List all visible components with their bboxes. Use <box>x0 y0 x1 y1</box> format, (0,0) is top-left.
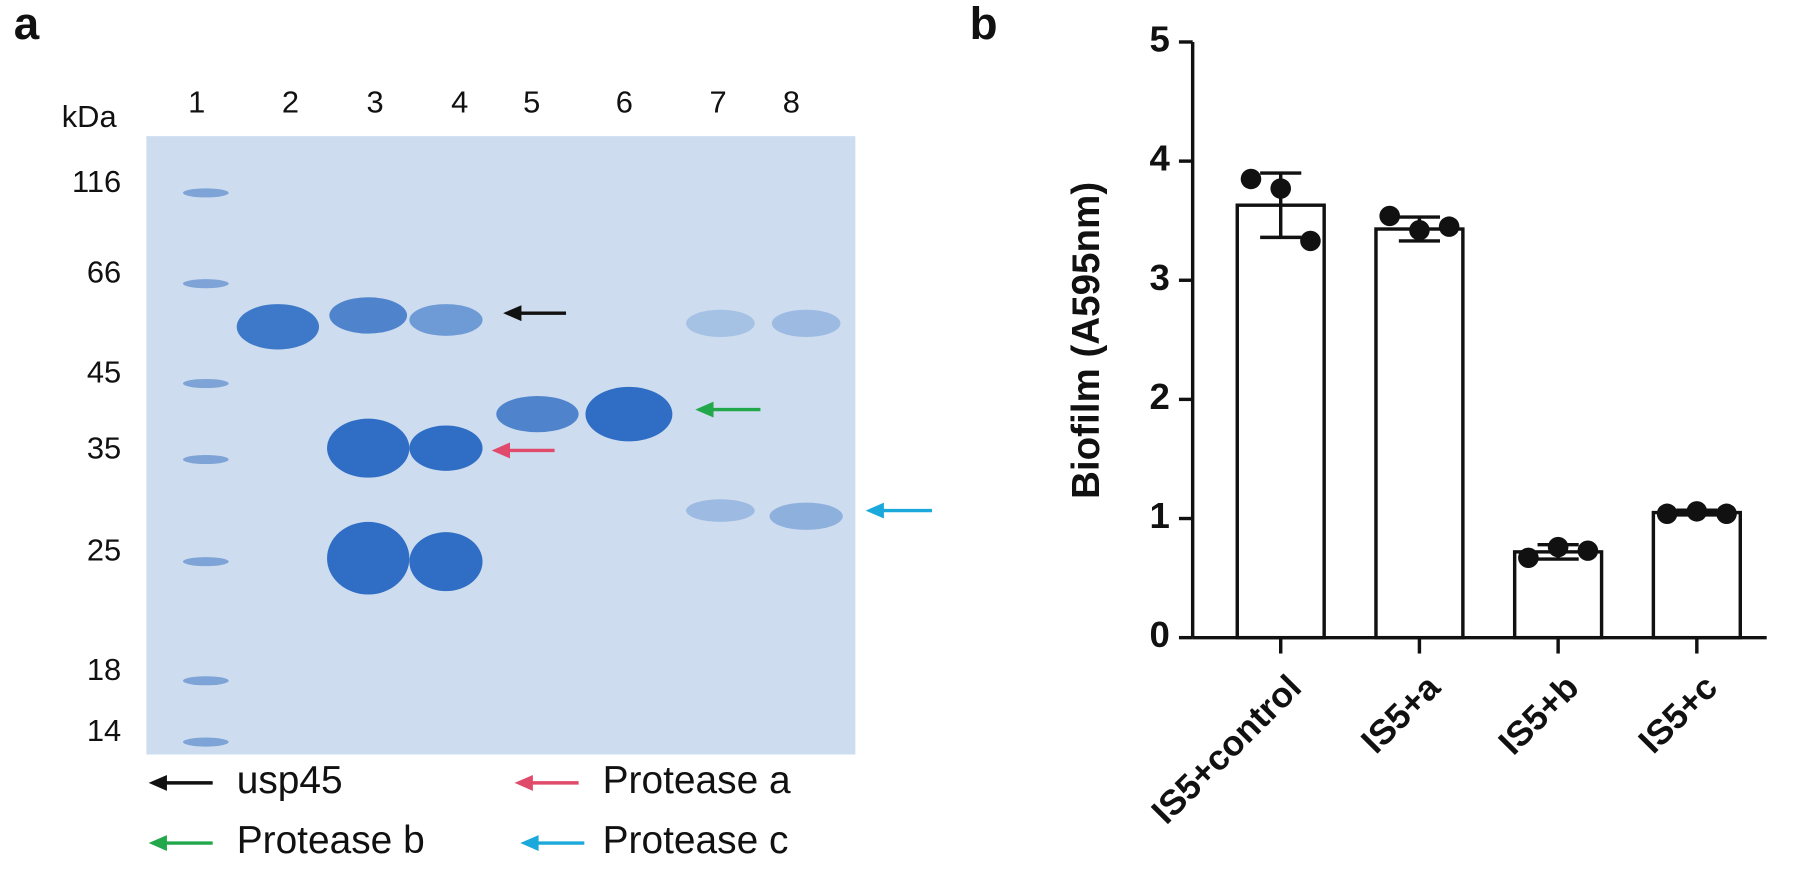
data-point <box>1379 205 1400 227</box>
arrow-head <box>148 835 167 851</box>
protein-band <box>409 425 483 471</box>
protein-band <box>769 502 843 530</box>
lane-label: 6 <box>616 85 633 120</box>
y-tick-label: 2 <box>1149 376 1169 417</box>
marker-label: 66 <box>87 255 121 290</box>
data-point <box>1547 536 1569 558</box>
y-tick-label: 3 <box>1149 257 1169 298</box>
ladder-band <box>182 279 229 289</box>
x-tick-label: IS5+b <box>1491 668 1586 762</box>
ladder-band <box>182 557 229 567</box>
kda-label: kDa <box>62 99 118 134</box>
lane-label: 4 <box>451 85 468 120</box>
protein-band <box>236 304 320 350</box>
legend-label: Protease c <box>603 819 789 862</box>
arrow-head <box>514 774 533 791</box>
data-point <box>1438 216 1460 237</box>
arrow-head <box>148 774 167 791</box>
panel-label: a <box>14 0 40 49</box>
data-point <box>1240 168 1262 190</box>
marker-label: 18 <box>87 652 121 687</box>
protein-band <box>771 309 841 337</box>
lane-label: 7 <box>710 85 727 120</box>
legend-label: Protease a <box>603 759 791 802</box>
legend-label: Protease b <box>237 819 425 862</box>
lane-label: 2 <box>282 85 299 120</box>
protein-band <box>409 304 483 336</box>
arrow-head <box>520 835 539 851</box>
lane-label: 1 <box>188 85 205 120</box>
marker-label: 116 <box>72 164 121 199</box>
y-tick-label: 1 <box>1149 495 1169 536</box>
protein-band <box>327 418 410 478</box>
marker-label: 45 <box>87 355 121 390</box>
ladder-band <box>182 378 229 389</box>
data-point <box>1577 540 1599 561</box>
data-point <box>1300 230 1321 252</box>
data-point <box>1270 178 1292 199</box>
gel <box>146 136 856 755</box>
x-tick-label: IS5+c <box>1631 668 1725 761</box>
x-tick-label: IS5+a <box>1354 668 1448 761</box>
protein-band <box>327 521 410 595</box>
ladder-band <box>182 676 229 686</box>
protein-band <box>409 532 483 592</box>
marker-label: 14 <box>87 713 121 748</box>
arrow-head <box>503 305 522 322</box>
ladder-band <box>182 454 229 465</box>
legend-label: usp45 <box>237 759 343 802</box>
protein-band <box>585 386 673 442</box>
y-tick-label: 0 <box>1149 614 1169 655</box>
lane-label: 3 <box>366 85 383 120</box>
arrow-head <box>865 502 884 519</box>
y-axis-label: Biofilm (A595nm) <box>1065 182 1108 499</box>
data-point <box>1656 503 1678 524</box>
y-tick-label: 5 <box>1149 19 1169 60</box>
y-tick-label: 4 <box>1149 138 1170 179</box>
lane-label: 5 <box>523 85 540 120</box>
lane-label: 8 <box>783 85 800 120</box>
ladder-band <box>182 188 229 198</box>
x-tick-label: IS5+control <box>1144 668 1309 832</box>
data-point <box>1518 547 1539 569</box>
arrow-head <box>695 401 714 418</box>
marker-label: 25 <box>87 533 121 568</box>
panel-label: b <box>970 0 998 49</box>
ladder-band <box>182 737 229 747</box>
arrow-head <box>491 442 510 459</box>
data-point <box>1716 503 1737 524</box>
protein-band <box>329 297 408 334</box>
marker-label: 35 <box>87 431 121 466</box>
protein-band <box>496 395 579 433</box>
bar <box>1374 227 1465 640</box>
data-point <box>1409 220 1430 241</box>
protein-band <box>686 499 755 522</box>
bar <box>1651 510 1743 640</box>
protein-band <box>686 309 755 337</box>
data-point <box>1686 501 1708 522</box>
bar <box>1235 203 1326 640</box>
